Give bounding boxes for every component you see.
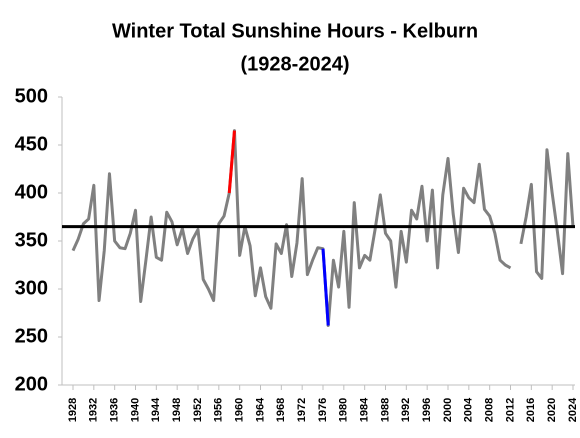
x-tick-label: 2000 <box>442 398 454 422</box>
y-tick-label: 250 <box>15 325 48 347</box>
x-tick-label: 1948 <box>171 398 183 422</box>
x-tick-label: 2016 <box>525 398 537 422</box>
chart-subtitle: (1928-2024) <box>241 53 350 75</box>
x-tick-label: 1996 <box>421 398 433 422</box>
y-tick-label: 500 <box>15 85 48 107</box>
x-tick-label: 1988 <box>379 398 391 422</box>
x-tick-label: 1968 <box>275 398 287 422</box>
x-tick-label: 2012 <box>504 398 516 422</box>
chart-title: Winter Total Sunshine Hours - Kelburn <box>112 20 478 42</box>
y-tick-label: 350 <box>15 229 48 251</box>
x-tick-label: 1964 <box>254 397 266 422</box>
x-tick-label: 1928 <box>67 398 79 422</box>
x-tick-label: 1944 <box>150 397 162 422</box>
x-tick-label: 1932 <box>88 398 100 422</box>
data-line <box>321 248 330 326</box>
data-line <box>71 129 512 327</box>
x-tick-label: 1972 <box>296 398 308 422</box>
x-tick-label: 1952 <box>192 398 204 422</box>
x-tick-label: 2008 <box>484 398 496 422</box>
y-tick-label: 300 <box>15 277 48 299</box>
x-tick-label: 1940 <box>129 398 141 422</box>
x-tick-label: 1956 <box>213 398 225 422</box>
x-tick-label: 2004 <box>463 397 475 422</box>
x-tick-label: 1992 <box>400 398 412 422</box>
x-tick-label: 1960 <box>234 398 246 422</box>
x-tick-label: 1984 <box>359 397 371 422</box>
x-tick-label: 2020 <box>546 398 558 422</box>
y-tick-label: 200 <box>15 373 48 395</box>
x-tick-label: 1980 <box>338 398 350 422</box>
x-tick-label: 2024 <box>567 397 579 422</box>
x-tick-label: 1936 <box>109 398 121 422</box>
data-line <box>227 130 236 194</box>
y-tick-label: 400 <box>15 181 48 203</box>
x-tick-label: 1976 <box>317 398 329 422</box>
data-line <box>519 148 575 280</box>
y-tick-label: 450 <box>15 133 48 155</box>
